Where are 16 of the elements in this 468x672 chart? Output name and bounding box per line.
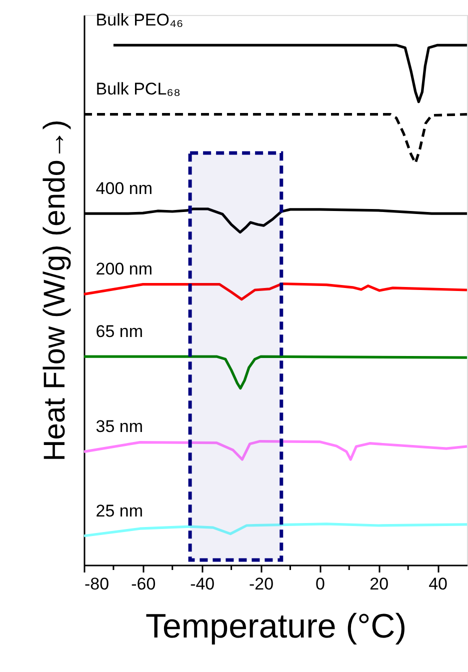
series-label: Bulk PCL₆₈ <box>96 80 181 99</box>
x-axis-title: Temperature (°C) <box>145 608 407 646</box>
x-tick-label: 40 <box>428 574 448 594</box>
x-tick-label: -80 <box>84 574 110 594</box>
x-tick-label: -20 <box>248 574 274 594</box>
series-label: Bulk PEO₄₆ <box>96 10 184 30</box>
series-label: 200 nm <box>96 260 152 279</box>
series-label: 25 nm <box>96 501 144 520</box>
y-axis-title: Heat Flow (W/g) (endo→) <box>38 120 72 462</box>
x-tick-label: 0 <box>315 574 325 594</box>
x-tick-label: -40 <box>190 574 215 594</box>
x-tick-label: -60 <box>131 574 156 594</box>
series-label: 65 nm <box>96 322 144 341</box>
x-tick-label: 20 <box>370 574 389 594</box>
series-label: 400 nm <box>96 178 152 198</box>
series-label: 35 nm <box>96 417 144 436</box>
